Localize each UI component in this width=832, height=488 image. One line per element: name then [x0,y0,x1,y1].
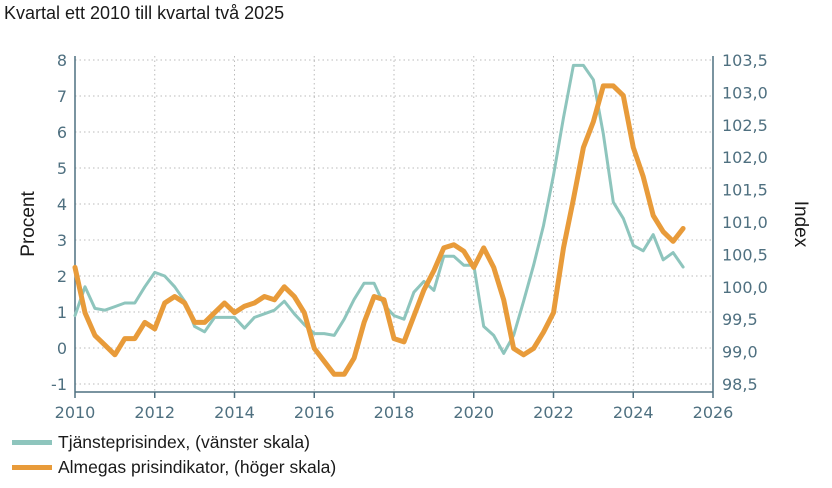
x-tick-label: 2020 [453,403,494,422]
legend-label-services: Tjänsteprisindex, (vänster skala) [58,432,310,452]
left-tick-label: 0 [57,339,67,358]
right-tick-label: 100,5 [722,245,768,264]
left-tick-label: 3 [57,231,67,250]
x-tick-label: 2024 [613,403,654,422]
left-tick-label: 6 [57,123,67,142]
right-tick-label: 101,5 [722,181,768,200]
left-tick-label: 8 [57,51,67,70]
chart-title: Kvartal ett 2010 till kvartal två 2025 [4,3,285,23]
left-tick-label: 2 [57,267,67,286]
x-tick-label: 2016 [294,403,335,422]
right-tick-label: 101,0 [722,213,768,232]
left-tick-label: 4 [57,195,67,214]
right-axis-title: Index [790,201,811,248]
x-tick-label: 2012 [134,403,175,422]
x-tick-label: 2010 [55,403,96,422]
x-tick-label: 2014 [214,403,255,422]
legend-swatch-services [12,440,52,445]
left-tick-label: 5 [57,159,67,178]
legend-item-almega: Almegas prisindikator, (höger skala) [12,455,336,480]
right-tick-label: 98,5 [722,375,758,394]
right-tick-label: 99,0 [722,343,758,362]
legend-item-services: Tjänsteprisindex, (vänster skala) [12,430,336,455]
x-tick-label: 2026 [693,403,734,422]
legend-label-almega: Almegas prisindikator, (höger skala) [58,457,337,477]
right-tick-label: 99,5 [722,310,758,329]
right-tick-label: 103,0 [722,83,768,102]
right-tick-label: 103,5 [722,51,768,70]
left-tick-label: 1 [57,303,67,322]
right-axis-ticks: 103,5 103,0 102,5 102,0 101,5 101,0 100,5 100,0… [722,51,768,394]
left-axis-title: Procent [18,191,39,257]
legend: Tjänsteprisindex, (vänster skala) Almega… [12,430,336,480]
series-line-services [73,63,685,355]
x-axis-ticks: 2010 2012 2014 2016 2018 2020 2022 2024 2026 [55,403,734,422]
grid-lines [74,56,714,398]
left-tick-label: 7 [57,87,67,106]
series-line-almega [72,83,686,377]
x-tick-label: 2022 [533,403,574,422]
right-tick-label: 102,0 [722,148,768,167]
left-axis-ticks: 8 7 6 5 4 3 2 1 0 -1 [51,51,67,394]
x-tick-label: 2018 [374,403,415,422]
series-lines [72,63,686,377]
left-tick-label: -1 [51,375,67,394]
legend-swatch-almega [12,465,52,470]
right-tick-label: 102,5 [722,116,768,135]
right-tick-label: 100,0 [722,278,768,297]
